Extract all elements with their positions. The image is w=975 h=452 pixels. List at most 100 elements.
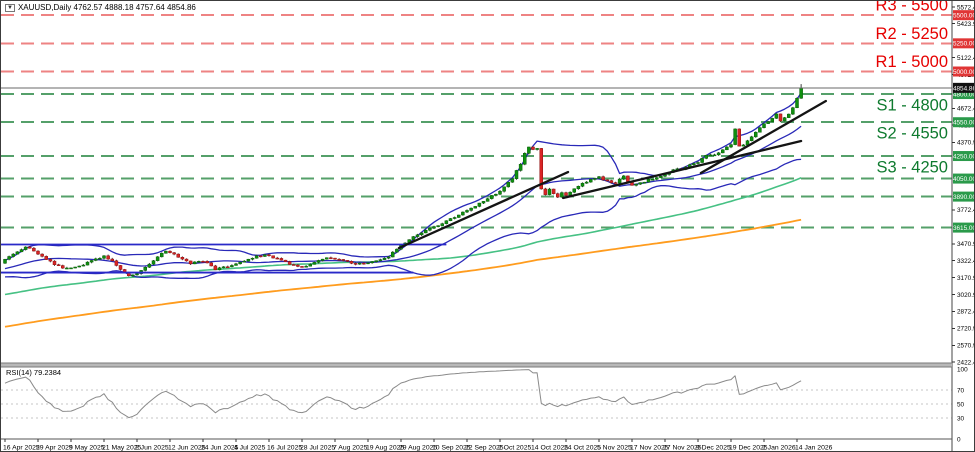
- candle-up: [580, 182, 585, 187]
- candle-up: [15, 251, 20, 255]
- candle-down: [300, 266, 304, 268]
- candle-up: [94, 258, 98, 261]
- time-tick-label: 21 May 2025: [102, 445, 142, 452]
- candle-down: [106, 255, 110, 260]
- candle-up: [395, 248, 399, 253]
- candle-up: [19, 249, 24, 253]
- candle-down: [556, 193, 560, 198]
- main-plot-area[interactable]: R3 - 5500 R2 - 5250 R1 - 5000 S1 - 4800 S2 -…: [1, 1, 952, 328]
- candle-up: [733, 128, 737, 145]
- candle-up: [250, 257, 255, 260]
- candle-down: [333, 257, 337, 260]
- rsi-axis-label-100: 100: [957, 367, 968, 374]
- candle-up: [98, 258, 102, 260]
- candle-up: [85, 261, 90, 266]
- symbol-ohlc-title: XAUUSD,Daily 4762.57 4888.18 4757.64 485…: [17, 3, 196, 12]
- candle-up: [502, 186, 506, 192]
- candle-up: [366, 262, 370, 265]
- candle-down: [329, 257, 333, 259]
- candle-down: [539, 148, 543, 190]
- trendline-3[interactable]: [699, 99, 828, 175]
- candle-up: [419, 232, 424, 236]
- support-3890-badge: [953, 191, 974, 202]
- time-tick-label: 5 Nov 2025: [597, 445, 632, 452]
- candle-up: [254, 255, 259, 259]
- candle-up: [498, 190, 502, 195]
- candle-up: [716, 152, 721, 156]
- time-tick-label: 14 Jan 2026: [795, 445, 833, 452]
- time-tick-label: 9 May 2025: [69, 445, 105, 452]
- trendline-2[interactable]: [561, 139, 803, 200]
- resistance-5000-badge-label: 5000.00: [953, 69, 975, 76]
- price-tick-label: 2422.40: [957, 359, 975, 366]
- candle-up: [518, 163, 523, 171]
- candle-down: [737, 128, 741, 147]
- rsi-axis-label-0: 0: [957, 437, 961, 444]
- support-label-4550: S2 - 4550: [876, 125, 948, 143]
- candle-up: [477, 202, 482, 207]
- price-tick-label: 3170.90: [957, 275, 975, 282]
- candle-up: [415, 234, 420, 237]
- candle-up: [708, 154, 713, 157]
- candle-down: [341, 259, 345, 261]
- support-4050-badge: [953, 173, 974, 184]
- candle-up: [490, 195, 494, 199]
- time-tick-label: 16 Jul 2025: [267, 445, 302, 452]
- candle-up: [547, 188, 552, 195]
- rsi-axis-label-70: 70: [957, 388, 965, 395]
- candle-up: [506, 181, 510, 188]
- symbol-marker-icon[interactable]: ▼: [5, 4, 15, 12]
- candle-up: [320, 258, 325, 261]
- candle-up: [3, 259, 7, 264]
- time-tick-label: 2 Oct 2025: [498, 445, 531, 452]
- candles: [3, 84, 803, 277]
- candle-up: [102, 255, 106, 259]
- candle-down: [292, 264, 296, 266]
- support-3615-badge-label: 3615.00: [953, 225, 975, 232]
- candle-down: [36, 250, 40, 255]
- current-price-badge-label: 4854.86: [953, 85, 975, 92]
- candle-up: [795, 98, 799, 109]
- price-tick-label: 5572.40: [957, 4, 975, 11]
- price-tick-label: 2872.40: [957, 309, 975, 316]
- time-tick-label: 14 Oct 2025: [531, 445, 568, 452]
- candle-down: [353, 263, 358, 265]
- bollinger-lower-line: [4, 158, 802, 280]
- candle-up: [560, 192, 564, 198]
- price-tick-label: 4370.90: [957, 140, 975, 147]
- candle-up: [131, 274, 135, 277]
- candle-down: [626, 175, 630, 182]
- candle-up: [576, 185, 581, 190]
- candle-up: [741, 144, 746, 147]
- candle-up: [485, 198, 490, 202]
- time-tick-label: 24 Jun 2025: [201, 445, 239, 452]
- candle-up: [411, 236, 416, 240]
- support-4050-badge-label: 4050.00: [953, 176, 975, 183]
- candle-up: [155, 256, 160, 261]
- candle-up: [535, 148, 539, 150]
- candle-up: [469, 207, 473, 211]
- price-axis: 5572.405423.905122.404972.904672.404523.…: [951, 1, 975, 451]
- pane-separator[interactable]: [1, 363, 952, 367]
- candle-up: [358, 262, 362, 265]
- candle-up: [263, 254, 267, 257]
- candle-down: [40, 253, 44, 257]
- time-tick-label: 24 Oct 2025: [564, 445, 601, 452]
- time-tick-label: 7 Aug 2025: [333, 445, 368, 452]
- candle-up: [217, 267, 222, 271]
- resistance-5000-badge: [953, 66, 974, 77]
- time-tick-label: 2 Jun 2025: [135, 445, 169, 452]
- candle-up: [23, 246, 28, 250]
- trendline-1[interactable]: [397, 170, 570, 250]
- price-tick-label: 4672.40: [957, 106, 975, 113]
- candle-up: [77, 265, 81, 268]
- candle-up: [659, 175, 663, 178]
- candle-up: [164, 250, 168, 254]
- rsi-axis-label-30: 30: [957, 416, 965, 423]
- candle-down: [362, 262, 366, 265]
- candle-up: [221, 266, 226, 269]
- rsi-axis-label-50: 50: [957, 402, 965, 409]
- support-4800-badge-label: 4800.00: [953, 91, 975, 98]
- price-tick-label: 2570.90: [957, 343, 975, 350]
